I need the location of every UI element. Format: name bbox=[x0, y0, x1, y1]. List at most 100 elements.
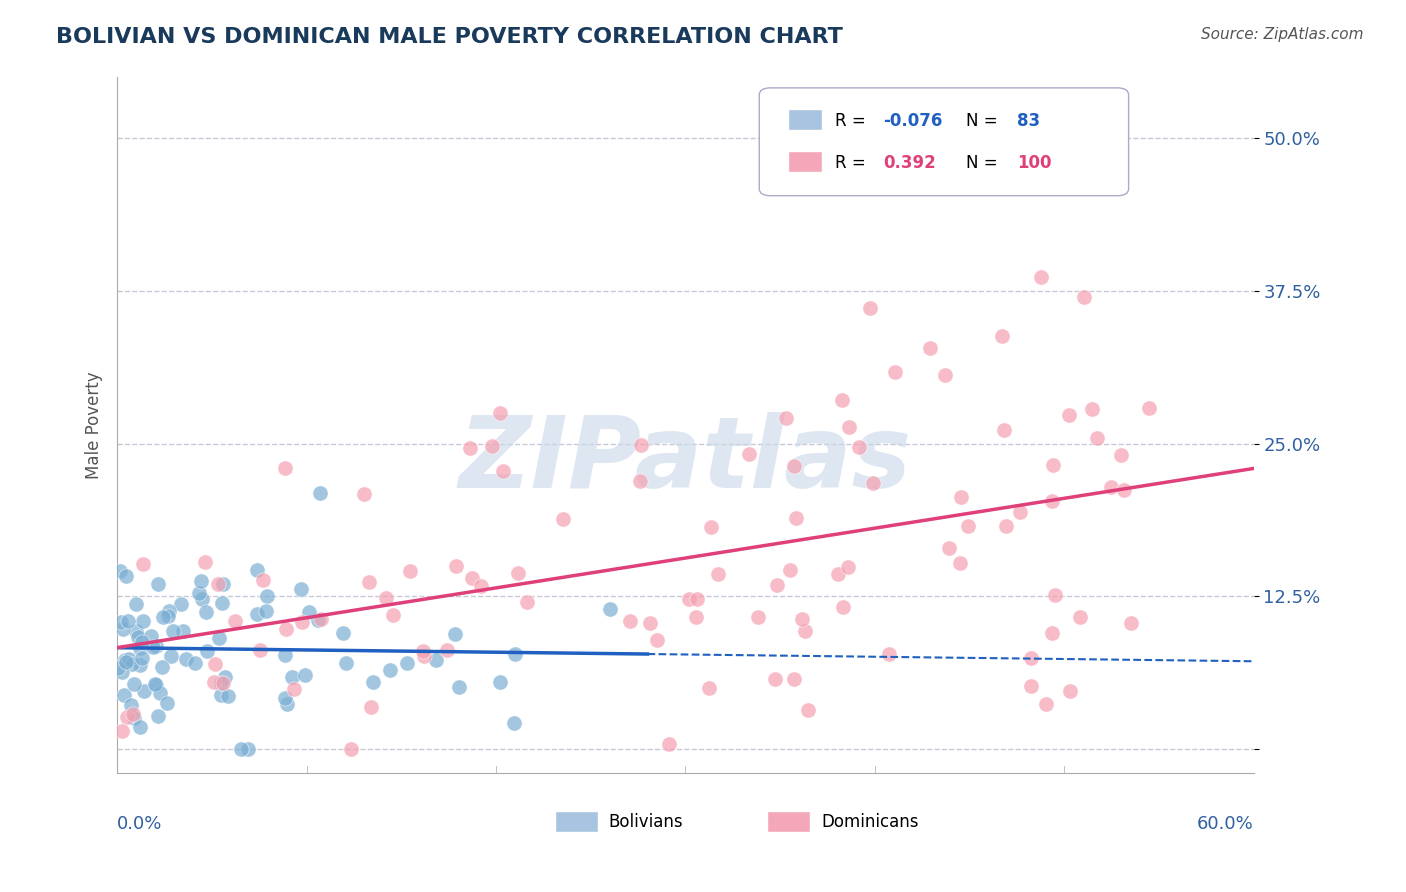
Dominicans bbox=[949, 556, 972, 570]
Bolivians bbox=[238, 741, 260, 756]
Dominicans bbox=[918, 341, 941, 355]
Bolivians bbox=[143, 677, 166, 691]
Dominicans bbox=[204, 657, 226, 672]
Bolivians bbox=[149, 686, 172, 700]
Bolivians bbox=[361, 675, 384, 690]
Bolivians bbox=[112, 688, 135, 702]
Dominicans bbox=[340, 741, 363, 756]
Dominicans bbox=[1042, 458, 1064, 473]
Text: R =: R = bbox=[835, 154, 872, 172]
Dominicans bbox=[765, 578, 787, 592]
Dominicans bbox=[212, 676, 235, 690]
Bolivians bbox=[214, 670, 236, 684]
Dominicans bbox=[1085, 431, 1108, 445]
Bolivians bbox=[449, 680, 471, 694]
Dominicans bbox=[838, 420, 860, 434]
Dominicans bbox=[957, 518, 980, 533]
Bolivians bbox=[125, 624, 148, 638]
Dominicans bbox=[859, 301, 882, 315]
Text: 0.392: 0.392 bbox=[883, 154, 936, 172]
Bolivians bbox=[107, 661, 129, 675]
Dominicans bbox=[274, 622, 297, 636]
Dominicans bbox=[194, 555, 217, 569]
Bolivians bbox=[217, 689, 239, 703]
Bolivians bbox=[211, 597, 233, 611]
Dominicans bbox=[1019, 680, 1042, 694]
Dominicans bbox=[1073, 290, 1095, 304]
Dominicans bbox=[832, 599, 855, 614]
Dominicans bbox=[353, 487, 375, 501]
Bolivians bbox=[246, 607, 269, 622]
Bolivians bbox=[156, 608, 179, 623]
Dominicans bbox=[412, 644, 434, 658]
Bolivians bbox=[152, 609, 174, 624]
Dominicans bbox=[707, 566, 730, 581]
Bolivians bbox=[115, 569, 138, 583]
Bolivians bbox=[117, 614, 139, 628]
Bolivians bbox=[444, 627, 467, 641]
Dominicans bbox=[1109, 448, 1132, 462]
Bolivians bbox=[170, 597, 193, 611]
Bolivians bbox=[159, 649, 181, 664]
Dominicans bbox=[1059, 684, 1081, 698]
Bolivians bbox=[503, 716, 526, 731]
Bolivians bbox=[121, 657, 143, 672]
Dominicans bbox=[111, 724, 134, 739]
Dominicans bbox=[827, 566, 849, 581]
Dominicans bbox=[382, 607, 405, 622]
Bolivians bbox=[274, 691, 297, 706]
Dominicans bbox=[994, 519, 1017, 533]
FancyBboxPatch shape bbox=[555, 812, 598, 832]
Bolivians bbox=[157, 604, 180, 618]
Dominicans bbox=[700, 520, 723, 534]
Bolivians bbox=[125, 598, 148, 612]
Bolivians bbox=[229, 741, 252, 756]
FancyBboxPatch shape bbox=[759, 88, 1129, 195]
Dominicans bbox=[252, 573, 274, 587]
Dominicans bbox=[991, 329, 1014, 343]
Bolivians bbox=[131, 614, 153, 628]
Dominicans bbox=[273, 461, 295, 475]
Dominicans bbox=[883, 365, 905, 379]
Dominicans bbox=[658, 737, 681, 751]
FancyBboxPatch shape bbox=[768, 812, 810, 832]
Dominicans bbox=[291, 615, 314, 629]
Text: BOLIVIAN VS DOMINICAN MALE POVERTY CORRELATION CHART: BOLIVIAN VS DOMINICAN MALE POVERTY CORRE… bbox=[56, 27, 844, 46]
Dominicans bbox=[792, 612, 814, 626]
Bolivians bbox=[307, 613, 329, 627]
Dominicans bbox=[619, 614, 641, 628]
Dominicans bbox=[862, 476, 884, 491]
Text: Bolivians: Bolivians bbox=[609, 813, 683, 830]
Bolivians bbox=[195, 605, 218, 619]
Dominicans bbox=[460, 442, 482, 456]
Dominicans bbox=[202, 674, 225, 689]
Bolivians bbox=[129, 720, 152, 734]
Text: 83: 83 bbox=[1017, 112, 1040, 130]
Dominicans bbox=[249, 642, 271, 657]
Text: R =: R = bbox=[835, 112, 872, 130]
Dominicans bbox=[797, 703, 820, 717]
Bolivians bbox=[129, 641, 152, 656]
Bolivians bbox=[131, 635, 153, 649]
Text: 60.0%: 60.0% bbox=[1197, 815, 1254, 833]
Bolivians bbox=[142, 640, 165, 654]
Dominicans bbox=[779, 563, 801, 577]
Dominicans bbox=[1010, 505, 1032, 519]
Bolivians bbox=[111, 665, 134, 680]
Dominicans bbox=[738, 447, 761, 461]
Dominicans bbox=[1137, 401, 1160, 415]
Bolivians bbox=[489, 675, 512, 690]
Dominicans bbox=[697, 681, 720, 695]
Bolivians bbox=[378, 664, 401, 678]
Dominicans bbox=[837, 560, 859, 574]
Dominicans bbox=[1040, 493, 1063, 508]
Dominicans bbox=[492, 464, 515, 478]
Bolivians bbox=[335, 656, 357, 670]
Dominicans bbox=[1081, 402, 1104, 417]
Bolivians bbox=[294, 667, 316, 681]
Text: N =: N = bbox=[966, 112, 1002, 130]
Bolivians bbox=[246, 563, 269, 577]
Dominicans bbox=[783, 672, 806, 686]
Dominicans bbox=[628, 474, 651, 488]
FancyBboxPatch shape bbox=[787, 151, 821, 172]
